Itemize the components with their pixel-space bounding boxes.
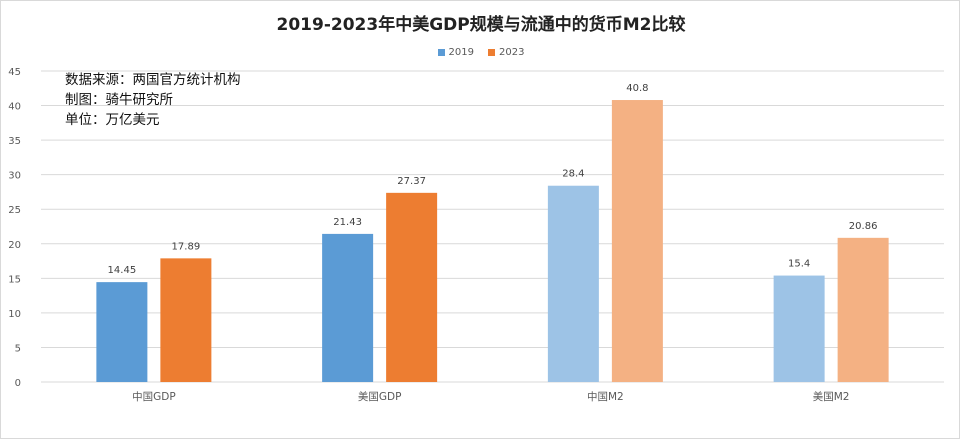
category-label-3: 美国M2 [813, 390, 850, 403]
data-label-2019-0: 14.45 [108, 265, 137, 276]
y-tick-label-15: 15 [8, 274, 21, 285]
category-label-1: 美国GDP [358, 390, 402, 403]
y-tick-label-40: 40 [8, 102, 21, 113]
legend: 2019 2023 [1, 47, 960, 58]
data-label-2023-1: 27.37 [397, 176, 426, 187]
note-unit: 单位：万亿美元 [65, 112, 160, 128]
note-author: 制图：骑牛研究所 [65, 92, 173, 108]
chart-title: 2019-2023年中美GDP规模与流通中的货币M2比较 [276, 15, 686, 35]
source-notes: 数据来源：两国官方统计机构 制图：骑牛研究所 单位：万亿美元 [65, 70, 241, 130]
data-label-2019-3: 15.4 [788, 259, 810, 270]
bar-2019-0 [96, 282, 148, 382]
y-tick-label-45: 45 [8, 67, 21, 78]
category-label-0: 中国GDP [132, 390, 176, 403]
bar-2023-1 [386, 192, 438, 382]
bar-2019-3 [773, 275, 825, 382]
data-label-2023-2: 40.8 [626, 83, 648, 94]
bar-2023-3 [837, 237, 889, 382]
bar-2019-1 [322, 233, 374, 382]
data-label-2019-2: 28.4 [562, 169, 584, 180]
data-label-2023-0: 17.89 [172, 241, 201, 252]
legend-label-2023: 2023 [499, 47, 525, 58]
legend-label-2019: 2019 [448, 47, 474, 58]
data-label-2023-3: 20.86 [849, 221, 878, 232]
y-tick-label-25: 25 [8, 205, 21, 216]
legend-item-2019: 2019 [437, 47, 474, 58]
y-tick-label-30: 30 [8, 171, 21, 182]
legend-swatch-2019 [437, 49, 445, 56]
y-tick-label-20: 20 [8, 240, 21, 251]
y-tick-label-0: 0 [15, 378, 21, 389]
legend-swatch-2023 [488, 49, 495, 56]
y-tick-label-10: 10 [8, 309, 21, 320]
legend-item-2023: 2023 [488, 47, 524, 58]
bar-2019-2 [547, 185, 599, 382]
bar-2023-2 [611, 100, 663, 382]
y-tick-label-35: 35 [8, 136, 21, 147]
y-tick-label-5: 5 [15, 343, 21, 354]
data-label-2019-1: 21.43 [333, 217, 362, 228]
note-source: 数据来源：两国官方统计机构 [65, 72, 241, 88]
bar-2023-0 [160, 258, 212, 382]
category-label-2: 中国M2 [587, 390, 624, 403]
